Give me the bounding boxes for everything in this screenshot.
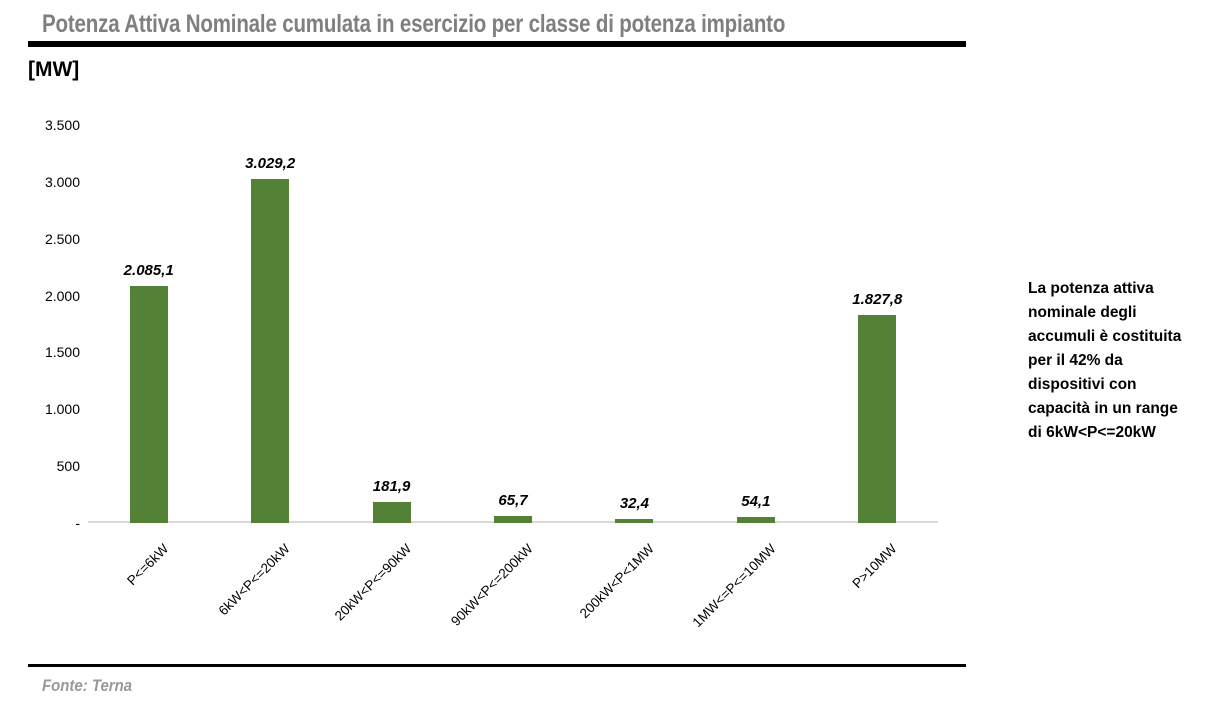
bar-value-label: 3.029,2 [245,154,296,172]
bar-value-label: 1.827,8 [852,291,903,309]
x-axis-label: 90kW<P<=200kW [447,541,536,629]
bar-value-label: 54,1 [741,492,771,510]
y-axis: 3.500 3.000 2.500 2.000 1.500 1.000 500 - [0,117,80,531]
bar-value-label: 2.085,1 [123,261,174,279]
bar [858,315,897,523]
y-axis-tick: 3.500 [44,117,80,133]
y-axis-tick: 1.500 [44,344,80,361]
y-axis-tick: 2.500 [44,230,80,247]
source-text: Fonte: Terna [42,676,133,695]
footer-line [28,664,966,667]
bar [736,516,775,523]
y-axis-tick: 2.000 [44,287,80,304]
annotation-text: La potenza attiva nominale degli accumuli … [1028,277,1218,445]
y-axis-unit-label: [MW] [28,58,80,81]
x-axis-label: P>10MW [849,541,900,592]
bar-value-label: 181,9 [372,478,411,496]
x-axis-label: 6kW<P<=20kW [215,541,293,619]
y-axis-tick: - [75,515,80,531]
annotation-line: accumuli è costituita [1028,328,1182,345]
bar [615,519,654,523]
bar [372,502,411,523]
annotation-line: di 6kW<P<=20kW [1028,424,1156,441]
annotation-line: nominale degli [1028,304,1137,321]
bar-value-label: 32,4 [619,495,650,513]
annotation-line: per il 42% da [1028,352,1123,369]
x-axis: P<=6kW 6kW<P<=20kW 20kW<P<=90kW 90kW<P<=200… [88,523,938,673]
bar [494,515,532,523]
y-axis-tick: 500 [56,458,80,475]
chart-title: Potenza Attiva Nominale cumulata in eser… [42,10,786,38]
x-axis-label: 20kW<P<=90kW [331,541,415,624]
annotation-line: capacità in un range [1028,400,1178,417]
x-axis-label: P<=6kW [124,541,172,589]
bar [251,178,290,523]
annotation-line: dispositivi con [1028,376,1137,393]
annotation-line: La potenza attiva [1028,280,1154,297]
y-axis-tick: 1.000 [44,401,80,418]
title-underline [28,41,966,47]
y-axis-tick: 3.000 [44,173,80,190]
x-axis-label: 200kW<P<1MW [576,541,658,622]
bar [129,285,168,523]
plot-area: 2.085,1 3.029,2 181,9 65,7 32,4 54,1 1.827,8 [88,125,938,523]
bar-value-label: 65,7 [498,491,528,509]
x-axis-label: 1MW<=P<=10MW [689,541,779,631]
